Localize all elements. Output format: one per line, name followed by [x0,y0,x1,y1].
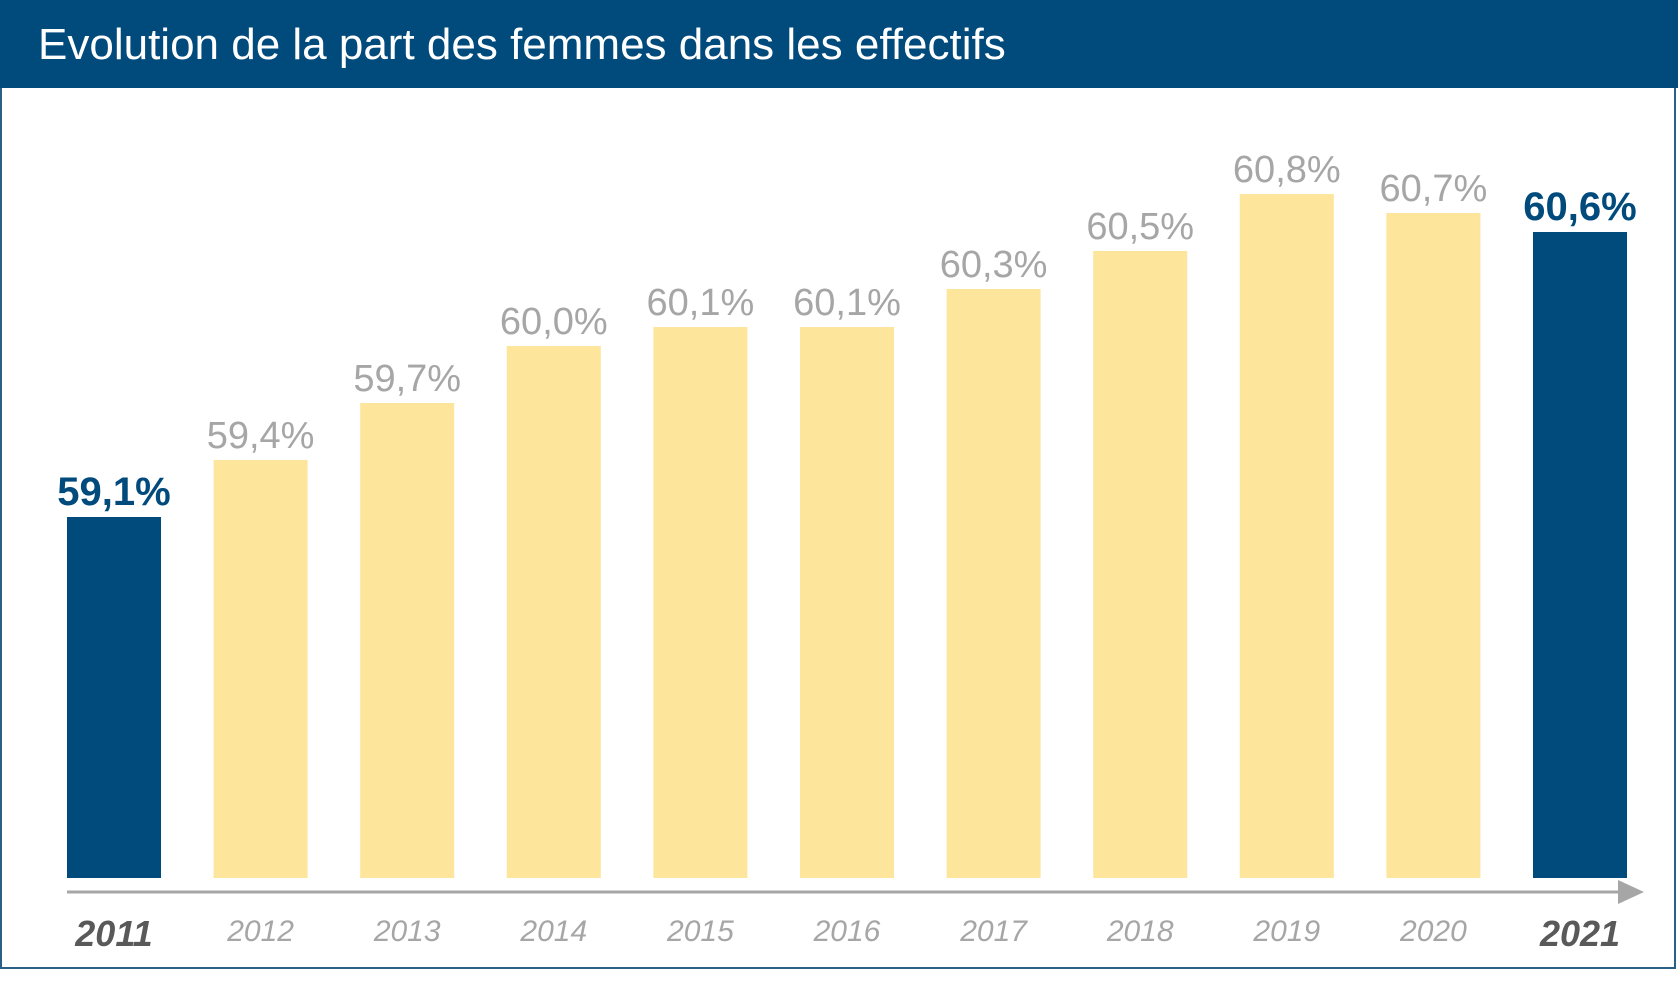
bar-2018 [1093,251,1188,878]
year-label-2018: 2018 [1106,915,1174,948]
year-label-2020: 2020 [1399,915,1467,948]
year-label-2021: 2021 [1539,913,1620,954]
bar-2012 [213,460,308,878]
value-labels-group: 59,1% 59,4% 59,7% 60,0% 60,1% 60,1% 60,3% 60,5%… [57,149,1636,514]
bar-2020 [1386,213,1481,878]
value-label-2015: 60,1% [647,282,755,324]
year-label-2017: 2017 [959,915,1028,948]
year-label-2015: 2015 [666,915,734,948]
value-label-2017: 60,3% [940,244,1048,286]
year-label-2012: 2012 [226,915,294,948]
bar-2021 [1533,232,1627,878]
chart-header: Evolution de la part des femmes dans les… [0,0,1678,88]
value-label-2020: 60,7% [1380,168,1488,210]
value-label-2011: 59,1% [57,470,170,514]
value-label-2018: 60,5% [1086,206,1194,248]
year-label-2011: 2011 [74,913,152,954]
bar-2016 [800,327,894,878]
bars-group [67,194,1627,878]
year-label-2014: 2014 [519,915,587,948]
year-label-2016: 2016 [813,915,881,948]
value-label-2016: 60,1% [793,282,901,324]
bar-2017 [946,289,1041,878]
year-label-2019: 2019 [1252,915,1320,948]
value-label-2013: 59,7% [353,358,461,400]
value-label-2019: 60,8% [1233,149,1341,191]
chart-title: Evolution de la part des femmes dans les… [38,20,1006,69]
year-labels-group: 2011 2012 2013 2014 2015 2016 2017 2018 2019 2020… [74,913,1620,954]
bar-2013 [360,403,455,878]
bar-2019 [1239,194,1334,878]
value-label-2021: 60,6% [1523,185,1636,229]
bar-chart: 59,1% 59,4% 59,7% 60,0% 60,1% 60,1% 60,3% 60,5%… [57,149,1644,954]
value-label-2014: 60,0% [500,301,608,343]
year-label-2013: 2013 [373,915,441,948]
bar-2015 [653,327,748,878]
bar-2011 [67,517,161,878]
bar-2014 [506,346,601,878]
value-label-2012: 59,4% [207,415,315,457]
x-axis-arrow-icon [1618,880,1644,904]
